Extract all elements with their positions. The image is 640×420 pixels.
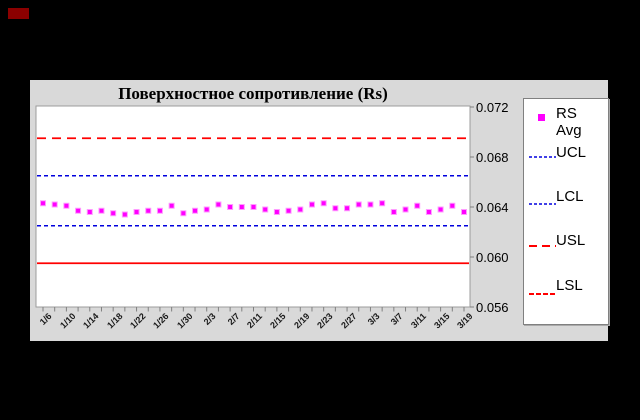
legend-item-usl: USL bbox=[528, 232, 596, 252]
legend-label-lsl: LSL bbox=[556, 277, 583, 294]
data-point-marker bbox=[402, 206, 409, 213]
data-point-marker bbox=[285, 207, 292, 214]
y-axis-label: 0.072 bbox=[476, 99, 509, 115]
data-point-marker bbox=[379, 200, 386, 207]
data-point-marker bbox=[180, 210, 187, 217]
data-point-marker bbox=[145, 207, 152, 214]
legend-label-ucl: UCL bbox=[556, 144, 587, 161]
data-point-marker bbox=[308, 201, 315, 208]
legend: RS Avg UCL LCL USL LSL bbox=[523, 98, 609, 325]
control-chart: Поверхностное сопротивление (Rs) RS Avg … bbox=[30, 80, 609, 341]
chart-title: Поверхностное сопротивление (Rs) bbox=[118, 84, 388, 103]
data-point-marker bbox=[344, 205, 351, 212]
data-point-marker bbox=[203, 206, 210, 213]
lcl-line-icon bbox=[529, 203, 556, 205]
ucl-line-icon bbox=[529, 156, 556, 158]
legend-item-rs-avg: RS Avg bbox=[528, 105, 596, 139]
legend-item-ucl: UCL bbox=[528, 144, 596, 164]
plot-area bbox=[35, 105, 474, 312]
data-point-marker bbox=[262, 206, 269, 213]
y-axis-label: 0.056 bbox=[476, 299, 509, 315]
data-point-marker bbox=[238, 204, 245, 210]
data-point-marker bbox=[121, 211, 128, 218]
data-point-marker bbox=[414, 202, 421, 209]
data-point-marker bbox=[332, 205, 339, 212]
y-axis-label: 0.064 bbox=[476, 199, 509, 215]
y-axis-label: 0.068 bbox=[476, 149, 509, 165]
data-point-marker bbox=[133, 209, 140, 215]
data-point-marker bbox=[75, 207, 82, 214]
lsl-line-icon bbox=[529, 293, 556, 295]
usl-line-icon bbox=[529, 245, 556, 247]
data-point-marker bbox=[320, 200, 327, 207]
y-axis-label: 0.060 bbox=[476, 249, 509, 265]
legend-label-usl: USL bbox=[556, 232, 586, 249]
data-point-marker bbox=[273, 209, 280, 215]
data-point-marker bbox=[98, 207, 105, 214]
legend-item-lcl: LCL bbox=[528, 188, 596, 208]
data-point-marker bbox=[425, 209, 432, 215]
data-point-marker bbox=[63, 202, 70, 209]
data-point-marker bbox=[215, 201, 222, 208]
data-point-marker bbox=[355, 201, 362, 208]
data-point-marker bbox=[86, 209, 93, 215]
data-point-marker bbox=[367, 201, 374, 208]
data-point-marker bbox=[437, 206, 444, 213]
data-point-marker bbox=[461, 209, 467, 215]
data-point-marker bbox=[227, 204, 234, 210]
rs-avg-marker-icon bbox=[538, 114, 545, 121]
data-point-marker bbox=[250, 204, 257, 210]
legend-label-lcl: LCL bbox=[556, 188, 584, 205]
corner-artifact bbox=[8, 8, 29, 19]
data-point-marker bbox=[390, 209, 397, 215]
data-point-marker bbox=[40, 200, 46, 207]
data-point-marker bbox=[449, 202, 456, 209]
legend-item-lsl: LSL bbox=[528, 277, 596, 297]
data-point-marker bbox=[51, 201, 58, 208]
data-point-marker bbox=[297, 206, 304, 213]
legend-label-rs-avg: RS Avg bbox=[556, 105, 582, 139]
data-point-marker bbox=[168, 202, 175, 209]
data-point-marker bbox=[192, 207, 199, 214]
data-point-marker bbox=[110, 210, 117, 217]
data-point-marker bbox=[156, 207, 163, 214]
